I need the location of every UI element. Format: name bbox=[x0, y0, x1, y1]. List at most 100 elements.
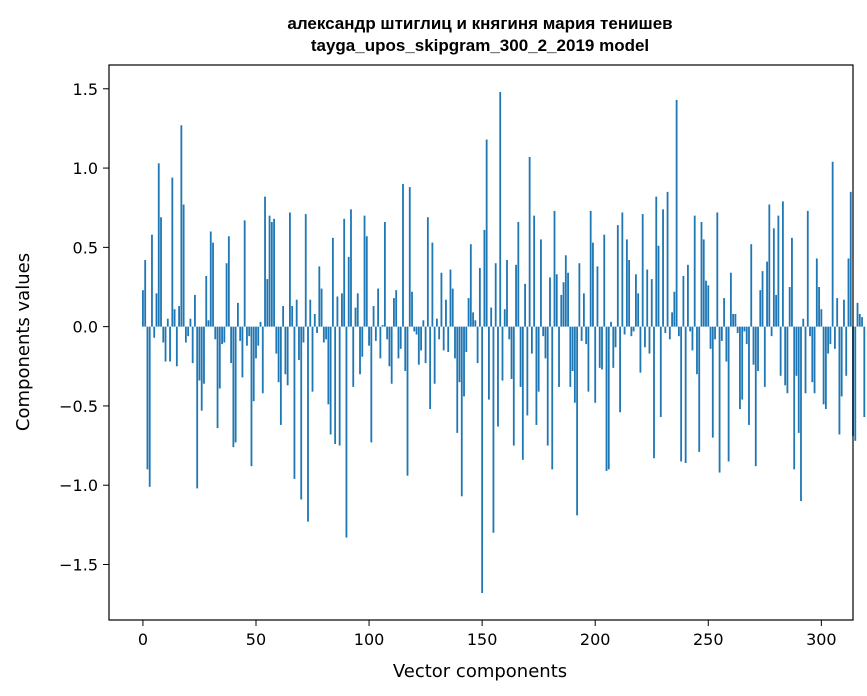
bar bbox=[809, 326, 811, 337]
bar bbox=[791, 237, 793, 327]
bar bbox=[781, 201, 784, 327]
bar bbox=[350, 209, 352, 327]
bar bbox=[508, 326, 511, 340]
bar bbox=[356, 293, 359, 327]
bar bbox=[341, 293, 343, 327]
bar bbox=[406, 326, 409, 476]
bar bbox=[811, 326, 814, 383]
bar bbox=[506, 260, 508, 327]
bar bbox=[863, 326, 866, 418]
bar bbox=[209, 231, 212, 327]
bar bbox=[727, 326, 730, 462]
bar bbox=[449, 269, 452, 327]
bar bbox=[438, 326, 441, 340]
bar bbox=[456, 326, 459, 433]
y-tick-label: 1.5 bbox=[73, 80, 98, 99]
bar bbox=[336, 296, 339, 327]
bar bbox=[286, 326, 289, 386]
bar bbox=[144, 260, 147, 327]
bar bbox=[187, 326, 190, 337]
bar bbox=[431, 242, 434, 327]
bar bbox=[698, 326, 701, 452]
bar bbox=[553, 210, 556, 327]
bar bbox=[707, 285, 710, 327]
bar bbox=[806, 210, 809, 327]
bar bbox=[148, 326, 151, 487]
bar bbox=[501, 326, 504, 381]
bar bbox=[619, 326, 621, 413]
bar bbox=[365, 236, 368, 327]
x-tick-label: 50 bbox=[246, 630, 266, 649]
bar bbox=[205, 275, 208, 327]
bar bbox=[610, 321, 612, 327]
bar bbox=[259, 321, 262, 327]
bar bbox=[184, 326, 187, 343]
bar bbox=[488, 326, 490, 400]
bar bbox=[650, 279, 653, 327]
bar bbox=[442, 326, 445, 351]
bar bbox=[476, 326, 479, 364]
y-tick-label: −0.5 bbox=[59, 397, 98, 416]
bar bbox=[596, 266, 599, 327]
bar bbox=[325, 326, 327, 340]
bar bbox=[230, 326, 233, 364]
bar bbox=[270, 221, 273, 327]
bar bbox=[266, 279, 269, 327]
bar bbox=[687, 264, 689, 327]
bar bbox=[402, 183, 404, 327]
bar bbox=[748, 326, 750, 425]
bar bbox=[714, 326, 716, 340]
bar bbox=[549, 277, 551, 327]
bar bbox=[752, 326, 755, 365]
bar bbox=[142, 290, 144, 327]
bar bbox=[420, 326, 422, 351]
bar bbox=[404, 326, 407, 372]
bar bbox=[218, 326, 221, 389]
bar bbox=[182, 204, 185, 327]
bar bbox=[454, 326, 456, 359]
bar bbox=[494, 263, 497, 327]
bar bbox=[329, 326, 332, 435]
bar bbox=[827, 326, 830, 354]
bar bbox=[467, 298, 470, 327]
bar bbox=[429, 326, 432, 410]
bar bbox=[512, 326, 515, 446]
bar bbox=[379, 326, 382, 359]
bar bbox=[173, 309, 176, 327]
y-axis: −1.5 −1.0 −0.5 0.0 0.5 1.0 1.5 bbox=[59, 80, 109, 575]
bar bbox=[216, 326, 219, 429]
bar bbox=[630, 326, 633, 337]
bar bbox=[598, 326, 601, 368]
y-tick-label: −1.0 bbox=[59, 476, 98, 495]
bar bbox=[745, 326, 748, 345]
bar bbox=[711, 326, 714, 438]
bar bbox=[788, 287, 791, 327]
bars-group bbox=[142, 91, 866, 594]
x-axis-label: Vector components bbox=[393, 661, 567, 682]
bar bbox=[772, 228, 775, 327]
bar bbox=[795, 326, 798, 376]
bar bbox=[671, 312, 673, 327]
bar bbox=[716, 212, 719, 327]
bar bbox=[635, 274, 637, 327]
bar bbox=[666, 191, 669, 327]
bar bbox=[393, 298, 395, 327]
bar bbox=[696, 326, 698, 375]
bar bbox=[497, 326, 499, 427]
bar bbox=[370, 326, 373, 443]
bar bbox=[768, 204, 771, 327]
bar bbox=[424, 326, 427, 364]
bar bbox=[843, 299, 845, 327]
bar bbox=[836, 298, 839, 327]
bar bbox=[718, 326, 721, 473]
bar bbox=[381, 325, 384, 327]
bar bbox=[214, 326, 217, 340]
bar bbox=[469, 244, 472, 327]
bar bbox=[637, 293, 640, 327]
bar bbox=[813, 326, 816, 394]
bar bbox=[537, 326, 540, 392]
bar bbox=[241, 326, 244, 378]
bar bbox=[544, 326, 547, 359]
bar bbox=[146, 326, 149, 470]
bar bbox=[386, 326, 389, 340]
